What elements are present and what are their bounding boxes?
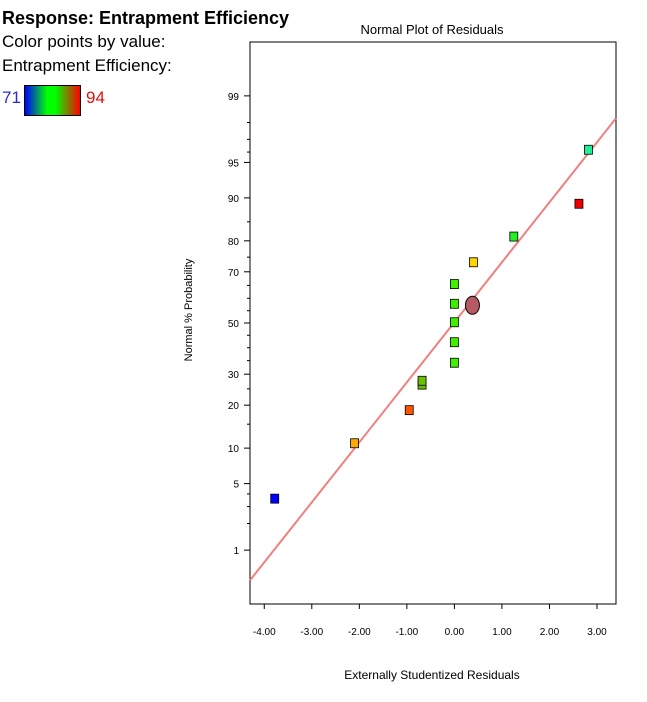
x-tick-label: -2.00 (348, 627, 371, 638)
x-tick-label: -4.00 (253, 627, 276, 638)
y-tick-label: 70 (228, 268, 240, 279)
x-tick-label: 0.00 (445, 627, 465, 638)
x-tick-label: 2.00 (540, 627, 560, 638)
data-point (449, 337, 459, 348)
data-points (270, 144, 593, 504)
gradient-min-label: 71 (2, 88, 21, 107)
y-tick-label: 20 (228, 401, 240, 412)
legend: Response: Entrapment Efficiency Color po… (2, 6, 290, 116)
y-tick-label: 1 (233, 546, 239, 557)
data-point (584, 144, 593, 155)
data-point (449, 298, 459, 309)
data-point (574, 198, 584, 209)
y-axis-label: Normal % Probability (183, 258, 195, 361)
y-tick-label: 99 (228, 92, 240, 103)
x-tick-label: 3.00 (587, 627, 607, 638)
data-point (509, 231, 519, 242)
x-tick-label: 1.00 (492, 627, 512, 638)
legend-title: Response: Entrapment Efficiency (2, 8, 290, 28)
data-point (449, 357, 459, 368)
chart-title: Normal Plot of Residuals (360, 22, 504, 37)
data-point (469, 257, 478, 268)
y-tick-label: 90 (228, 194, 240, 205)
data-point-circle (464, 295, 480, 315)
color-gradient-bar (24, 85, 81, 116)
y-tick-label: 5 (233, 480, 239, 491)
color-by-label: Color points by value: (2, 32, 166, 51)
gradient-max-label: 94 (86, 88, 105, 107)
plot-area-frame (249, 41, 617, 605)
y-tick-label: 80 (228, 237, 240, 248)
color-gradient-legend: 71 94 (2, 82, 252, 116)
x-axis-label: Externally Studentized Residuals (344, 668, 519, 682)
x-tick-label: -3.00 (300, 627, 323, 638)
x-axis: -4.00 -3.00 -2.00 -1.00 0.00 1.00 2.00 3.00 (253, 604, 607, 638)
data-point (350, 438, 359, 449)
fit-line (249, 117, 617, 581)
data-point (449, 279, 459, 289)
data-point (270, 493, 280, 504)
x-tick-label: -1.00 (395, 627, 418, 638)
y-tick-label: 30 (228, 370, 240, 381)
y-tick-label: 50 (228, 319, 240, 330)
y-tick-label: 10 (228, 444, 240, 455)
y-tick-label: 95 (228, 158, 240, 169)
data-point (417, 375, 427, 386)
data-point (449, 317, 459, 328)
color-variable-label: Entrapment Efficiency: (2, 56, 172, 75)
y-axis: 1 5 10 20 30 50 70 80 90 95 99 (228, 92, 250, 557)
data-point (404, 405, 414, 416)
